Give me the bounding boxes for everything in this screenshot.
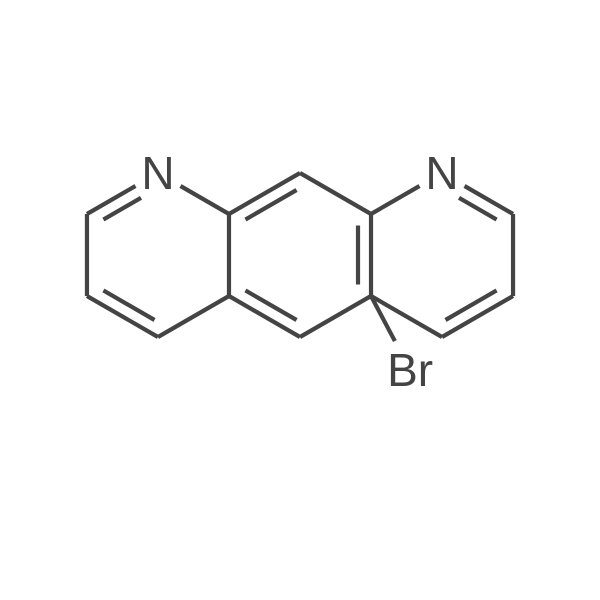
molecule-diagram: N N Br: [0, 0, 600, 600]
bond: [180, 186, 229, 214]
bond: [465, 186, 513, 214]
bond: [300, 173, 371, 214]
bond: [87, 186, 136, 214]
atom-label-n: N: [425, 147, 458, 199]
bond: [245, 190, 296, 220]
bond: [371, 186, 420, 214]
atom-label-br: Br: [387, 344, 433, 396]
atom-label-n: N: [141, 147, 174, 199]
bond: [300, 296, 371, 337]
bond: [103, 290, 154, 320]
bond: [445, 290, 496, 320]
bond: [245, 290, 296, 320]
bond: [158, 296, 229, 337]
